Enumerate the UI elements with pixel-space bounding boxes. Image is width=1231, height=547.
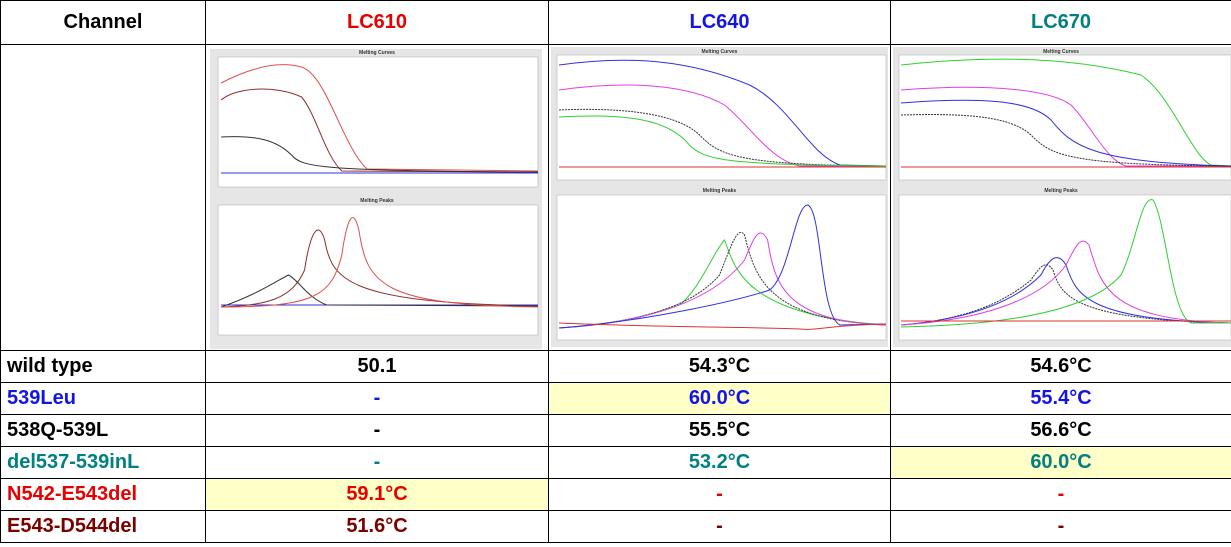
melting-table: Channel LC610 LC640 LC670 Melting Curves… — [0, 0, 1231, 543]
row-label: 538Q-539L — [1, 415, 206, 447]
plot-title: Melting Curves — [359, 50, 395, 56]
value-cell: - — [206, 383, 549, 415]
chart-cell: Melting Curves Melting Peaks — [206, 45, 549, 351]
value-cell: - — [206, 415, 549, 447]
value-cell: 60.0°C — [891, 447, 1231, 479]
value-cell: 54.3°C — [549, 351, 891, 383]
empty-cell — [1, 45, 206, 351]
chart-cell: Melting Curves Melting Peaks — [891, 45, 1231, 351]
header-cell: LC640 — [549, 1, 891, 45]
value-cell: 56.6°C — [891, 415, 1231, 447]
plot-title: Melting Curves — [1043, 49, 1079, 55]
value-cell: - — [891, 479, 1231, 511]
value-cell: - — [549, 479, 891, 511]
plot-title: Melting Peaks — [360, 198, 394, 204]
page: {"header":["Channel","LC610","LC640","LC… — [0, 0, 1231, 547]
header-cell: Channel — [1, 1, 206, 45]
value-cell: 54.6°C — [891, 351, 1231, 383]
value-cell: - — [549, 511, 891, 543]
row-label: wild type — [1, 351, 206, 383]
value-cell: 59.1°C — [206, 479, 549, 511]
value-cell: 55.4°C — [891, 383, 1231, 415]
value-cell: 55.5°C — [549, 415, 891, 447]
value-cell: 60.0°C — [549, 383, 891, 415]
plot-title: Melting Peaks — [703, 188, 737, 194]
value-cell: - — [206, 447, 549, 479]
melting-plot: Melting Curves Melting Peaks — [206, 45, 548, 350]
header-cell: LC670 — [891, 1, 1231, 45]
value-cell: 53.2°C — [549, 447, 891, 479]
row-label: del537-539inL — [1, 447, 206, 479]
row-label: E543-D544del — [1, 511, 206, 543]
row-label: 539Leu — [1, 383, 206, 415]
melting-plot: Melting Curves Melting Peaks — [549, 45, 890, 350]
plot-title: Melting Peaks — [1044, 188, 1078, 194]
value-cell: 50.1 — [206, 351, 549, 383]
image-row: Melting Curves Melting Peaks Melting Cur… — [1, 45, 1231, 351]
value-cell: - — [891, 511, 1231, 543]
chart-cell: Melting Curves Melting Peaks — [549, 45, 891, 351]
value-cell: 51.6°C — [206, 511, 549, 543]
header-cell: LC610 — [206, 1, 549, 45]
row-label: N542-E543del — [1, 479, 206, 511]
melting-plot: Melting Curves Melting Peaks — [891, 45, 1231, 350]
header-row: Channel LC610 LC640 LC670 — [1, 1, 1231, 45]
plot-title: Melting Curves — [702, 49, 738, 55]
